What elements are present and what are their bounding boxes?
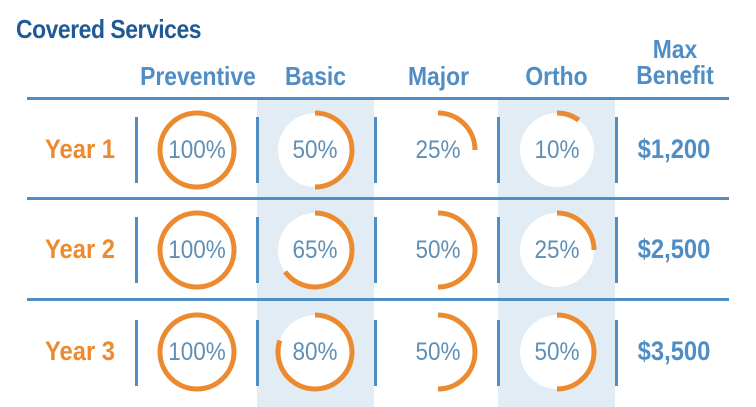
coverage-ring-basic: 80% <box>273 310 357 394</box>
coverage-ring-background <box>160 213 234 287</box>
col-divider <box>256 217 259 283</box>
coverage-ring-svg <box>520 110 594 187</box>
coverage-percent-label: 25% <box>415 136 461 164</box>
col-divider <box>497 217 500 283</box>
header-preventive: Preventive <box>140 61 256 91</box>
coverage-percent-label: 65% <box>292 236 338 264</box>
coverage-ring-arc <box>157 110 237 190</box>
header-max-benefit: Max Benefit <box>627 36 724 88</box>
coverage-ring-svg <box>157 110 237 190</box>
coverage-ring-arc <box>437 312 478 392</box>
col-divider <box>615 320 618 386</box>
coverage-ring-major: 50% <box>396 208 480 292</box>
row-label-year-1: Year 1 <box>44 134 116 164</box>
coverage-ring-background <box>401 315 475 389</box>
coverage-ring-svg <box>275 312 355 392</box>
coverage-ring-background <box>160 315 234 389</box>
coverage-ring-background <box>278 113 352 187</box>
coverage-ring-background <box>401 213 475 287</box>
col-divider <box>135 117 138 183</box>
coverage-ring-arc <box>437 210 478 290</box>
max-benefit-value: $2,500 <box>637 234 711 264</box>
coverage-ring-arc <box>275 312 355 392</box>
coverage-percent-label: 50% <box>534 338 580 366</box>
col-divider <box>374 217 377 283</box>
header-max-benefit-line1: Max <box>652 34 698 64</box>
coverage-ring-arc <box>556 312 597 392</box>
coverage-ring-arc <box>157 312 237 392</box>
coverage-ring-basic: 50% <box>273 108 357 192</box>
coverage-ring-preventive: 100% <box>155 208 239 292</box>
coverage-ring-background <box>278 315 352 389</box>
coverage-ring-ortho: 10% <box>515 108 599 192</box>
col-divider <box>135 320 138 386</box>
coverage-percent-label: 100% <box>168 338 226 366</box>
coverage-ring-svg <box>520 312 597 392</box>
header-max-benefit-line2: Benefit <box>636 60 714 90</box>
header-major: Major <box>407 61 470 91</box>
row-divider-2 <box>27 298 729 301</box>
coverage-ring-ortho: 50% <box>515 310 599 394</box>
coverage-ring-basic: 65% <box>273 208 357 292</box>
coverage-ring-background <box>520 113 594 187</box>
header-basic: Basic <box>284 61 347 91</box>
coverage-ring-svg <box>278 210 355 290</box>
coverage-ring-preventive: 100% <box>155 108 239 192</box>
coverage-percent-label: 10% <box>534 136 580 164</box>
coverage-ring-svg <box>401 210 478 290</box>
coverage-percent-label: 80% <box>292 338 338 366</box>
coverage-ring-svg <box>157 210 237 290</box>
col-divider <box>256 117 259 183</box>
coverage-percent-label: 50% <box>415 236 461 264</box>
coverage-percent-label: 50% <box>415 338 461 366</box>
col-divider <box>374 117 377 183</box>
col-divider <box>374 320 377 386</box>
row-divider-1 <box>27 197 729 200</box>
coverage-ring-major: 50% <box>396 310 480 394</box>
coverage-ring-major: 25% <box>396 108 480 192</box>
coverage-ring-arc <box>556 210 597 251</box>
coverage-ring-svg <box>278 110 355 190</box>
coverage-ring-background <box>160 113 234 187</box>
coverage-ring-arc <box>556 110 581 123</box>
max-benefit-value: $3,500 <box>637 336 711 366</box>
coverage-percent-label: 100% <box>168 136 226 164</box>
row-label-year-3: Year 3 <box>44 336 116 366</box>
col-divider <box>135 217 138 283</box>
coverage-ring-svg <box>520 210 597 287</box>
col-divider <box>497 320 500 386</box>
coverage-ring-arc <box>437 110 478 151</box>
coverage-ring-arc <box>157 210 237 290</box>
header-ortho: Ortho <box>525 61 588 91</box>
coverage-ring-background <box>520 213 594 287</box>
col-divider <box>615 217 618 283</box>
coverage-ring-preventive: 100% <box>155 310 239 394</box>
coverage-ring-ortho: 25% <box>515 208 599 292</box>
col-divider <box>497 117 500 183</box>
max-benefit-value: $1,200 <box>637 134 711 164</box>
coverage-ring-svg <box>401 110 478 187</box>
coverage-ring-arc <box>314 110 355 190</box>
coverage-ring-svg <box>157 312 237 392</box>
col-divider <box>256 320 259 386</box>
coverage-ring-svg <box>401 312 478 392</box>
row-divider-top <box>27 97 729 100</box>
coverage-ring-background <box>278 213 352 287</box>
col-divider <box>615 117 618 183</box>
coverage-ring-arc <box>283 210 355 290</box>
coverage-ring-background <box>401 113 475 187</box>
row-label-year-2: Year 2 <box>44 234 116 264</box>
coverage-percent-label: 50% <box>292 136 338 164</box>
coverage-percent-label: 100% <box>168 236 226 264</box>
coverage-ring-background <box>520 315 594 389</box>
coverage-percent-label: 25% <box>534 236 580 264</box>
page-title: Covered Services <box>16 14 202 44</box>
